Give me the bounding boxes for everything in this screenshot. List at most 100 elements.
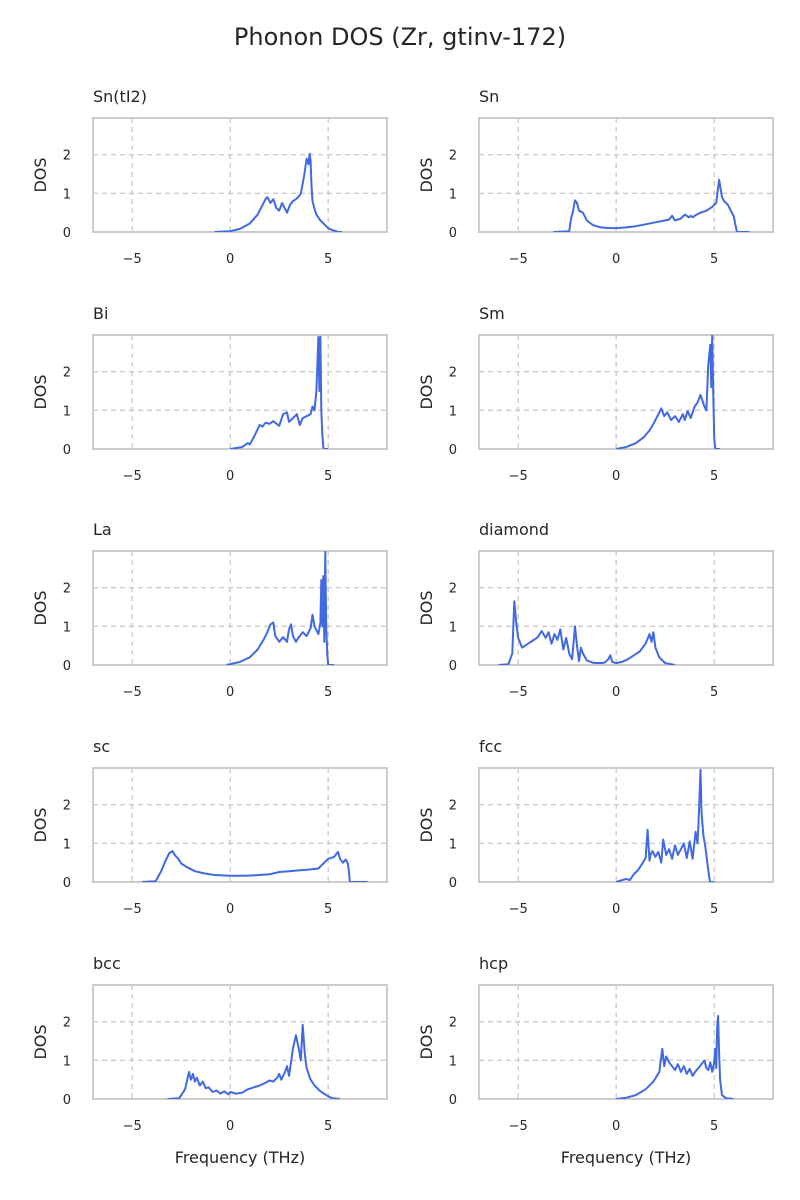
x-tick-label: 0 <box>226 469 234 484</box>
x-tick-label: −5 <box>509 902 528 917</box>
subplot-la: La 0 1 2 −5 0 5 DOS <box>31 520 388 700</box>
y-axis-label: DOS <box>417 590 436 625</box>
y-tick-label: 0 <box>449 876 457 891</box>
y-tick-label: 2 <box>63 366 71 381</box>
axes-frame <box>478 550 774 666</box>
dos-curve-sm <box>616 335 721 449</box>
x-axis-label: Frequency (THz) <box>561 1148 691 1167</box>
y-tick-label: 2 <box>449 799 457 814</box>
y-tick-label: 2 <box>449 149 457 164</box>
y-axis-label: DOS <box>417 1024 436 1059</box>
subplot-hcp: hcp 0 1 2 −5 0 5 DOS Frequency (THz) <box>417 954 774 1167</box>
axes-frame <box>478 984 774 1100</box>
y-axis-label: DOS <box>31 1024 50 1059</box>
subplot-title: bcc <box>93 954 121 973</box>
y-axis-label: DOS <box>417 157 436 192</box>
subplot-bi: Bi 0 1 2 −5 0 5 DOS <box>31 304 388 484</box>
subplot-title: Bi <box>93 304 108 323</box>
y-tick-label: 0 <box>63 876 71 891</box>
x-tick-label: −5 <box>509 1119 528 1134</box>
y-tick-label: 2 <box>449 366 457 381</box>
y-tick-label: 2 <box>63 582 71 597</box>
x-tick-label: 0 <box>612 469 620 484</box>
dos-curve-la <box>226 551 335 665</box>
subplot-title: sc <box>93 737 110 756</box>
y-tick-label: 2 <box>63 149 71 164</box>
x-tick-label: 0 <box>612 1119 620 1134</box>
x-tick-label: −5 <box>123 685 142 700</box>
y-tick-label: 1 <box>63 620 71 635</box>
y-tick-label: 1 <box>449 1054 457 1069</box>
y-tick-label: 0 <box>63 226 71 241</box>
figure-title: Phonon DOS (Zr, gtinv-172) <box>234 23 566 51</box>
x-tick-label: 5 <box>710 685 718 700</box>
y-tick-label: 0 <box>63 659 71 674</box>
dos-curve-bi <box>230 335 329 449</box>
subplot-grid: Sn(tI2) 0 1 2 −5 0 5 DOS Sn 0 1 2 −5 0 5 DOS Bi 0 1 2 −5 0 5 DO… <box>31 87 774 1167</box>
x-tick-label: 5 <box>710 902 718 917</box>
axes-frame <box>92 550 388 666</box>
x-tick-label: 5 <box>324 685 332 700</box>
dos-curve-bcc <box>167 1023 341 1099</box>
dos-curve-sn-ti2 <box>214 152 342 232</box>
x-tick-label: 0 <box>226 1119 234 1134</box>
axes-frame <box>478 334 774 450</box>
y-axis-label: DOS <box>31 157 50 192</box>
axes-frame <box>92 117 388 233</box>
x-tick-label: 5 <box>324 902 332 917</box>
subplot-title: La <box>93 520 112 539</box>
dos-curve-sc <box>141 850 368 882</box>
y-tick-label: 2 <box>449 1016 457 1031</box>
x-tick-label: −5 <box>123 469 142 484</box>
y-axis-label: DOS <box>417 807 436 842</box>
dos-curve-fcc <box>615 768 715 882</box>
subplot-sc: sc 0 1 2 −5 0 5 DOS <box>31 737 388 917</box>
y-tick-label: 1 <box>449 404 457 419</box>
y-tick-label: 1 <box>449 837 457 852</box>
axes-frame <box>92 334 388 450</box>
subplot-sn-ti2: Sn(tI2) 0 1 2 −5 0 5 DOS <box>31 87 388 267</box>
dos-curve-hcp <box>616 1014 734 1099</box>
x-tick-label: −5 <box>123 902 142 917</box>
x-tick-label: 0 <box>612 252 620 267</box>
x-tick-label: 0 <box>226 902 234 917</box>
y-axis-label: DOS <box>31 590 50 625</box>
x-tick-label: 0 <box>226 685 234 700</box>
subplot-title: Sn <box>479 87 499 106</box>
subplot-title: Sn(tI2) <box>93 87 147 106</box>
x-tick-label: 5 <box>710 1119 718 1134</box>
y-tick-label: 0 <box>63 443 71 458</box>
axes-frame <box>92 984 388 1100</box>
dos-curve-sn <box>553 178 750 232</box>
x-tick-label: 0 <box>612 685 620 700</box>
x-tick-label: 5 <box>324 1119 332 1134</box>
x-tick-label: 5 <box>324 469 332 484</box>
x-tick-label: −5 <box>509 469 528 484</box>
y-tick-label: 0 <box>449 659 457 674</box>
y-tick-label: 1 <box>63 837 71 852</box>
dos-curve-diamond <box>498 600 676 665</box>
y-tick-label: 0 <box>449 1093 457 1108</box>
subplot-title: fcc <box>479 737 502 756</box>
y-axis-label: DOS <box>31 374 50 409</box>
y-axis-label: DOS <box>31 807 50 842</box>
y-tick-label: 1 <box>63 1054 71 1069</box>
y-tick-label: 1 <box>449 187 457 202</box>
x-tick-label: 5 <box>324 252 332 267</box>
y-tick-label: 2 <box>63 1016 71 1031</box>
subplot-sm: Sm 0 1 2 −5 0 5 DOS <box>417 304 774 484</box>
subplot-title: hcp <box>479 954 508 973</box>
x-tick-label: 0 <box>226 252 234 267</box>
y-tick-label: 2 <box>449 582 457 597</box>
y-tick-label: 1 <box>63 404 71 419</box>
y-tick-label: 1 <box>449 620 457 635</box>
subplot-sn: Sn 0 1 2 −5 0 5 DOS <box>417 87 774 267</box>
y-axis-label: DOS <box>417 374 436 409</box>
axes-frame <box>478 767 774 883</box>
subplot-title: Sm <box>479 304 505 323</box>
y-tick-label: 2 <box>63 799 71 814</box>
subplot-title: diamond <box>479 520 549 539</box>
x-axis-label: Frequency (THz) <box>175 1148 305 1167</box>
x-tick-label: −5 <box>509 252 528 267</box>
